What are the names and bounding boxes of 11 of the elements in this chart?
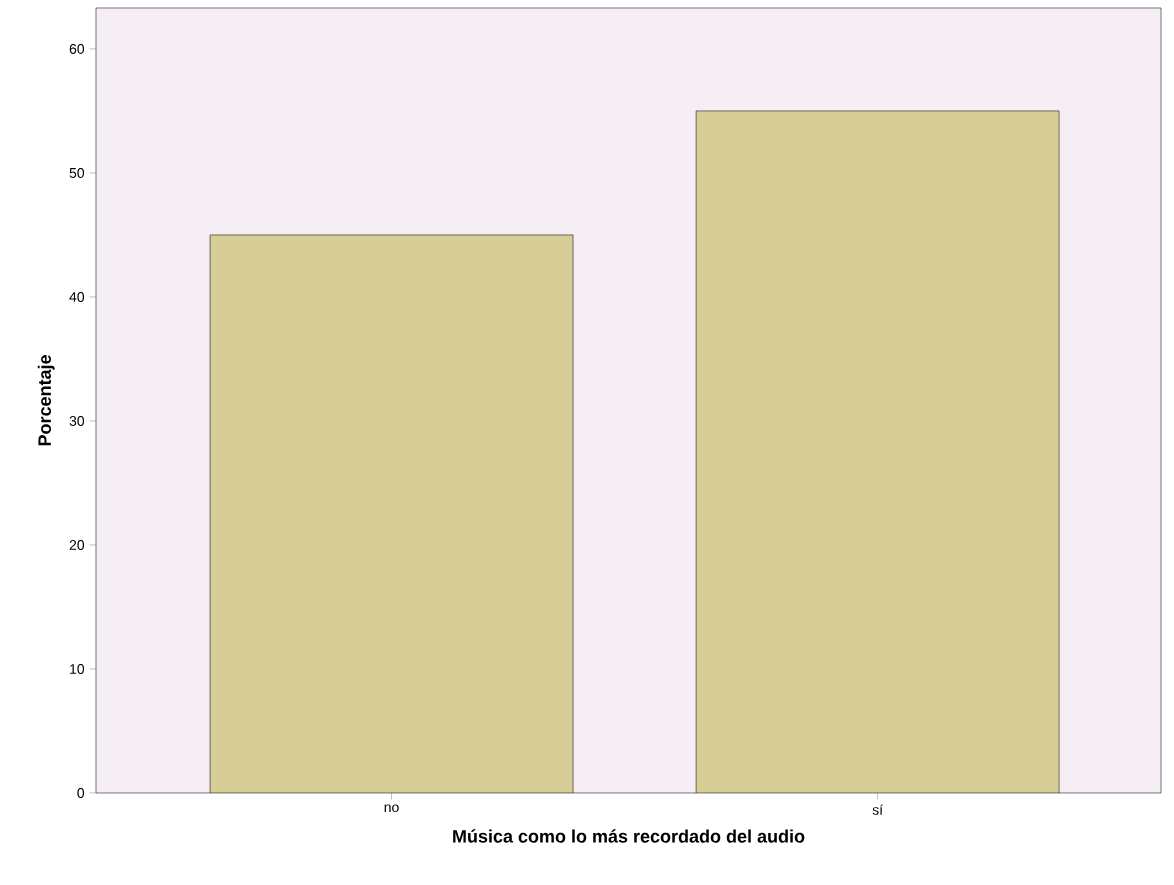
y-tick-label: 10 <box>70 664 85 674</box>
y-tick-label: 0 <box>77 788 85 798</box>
y-tick-label: 60 <box>69 43 85 54</box>
y-tick-label: 20 <box>69 540 85 550</box>
y-tick-label: 50 <box>69 167 85 178</box>
x-axis-title: Música como lo más recordado del audio <box>453 829 805 843</box>
y-axis-title: Porcentaje <box>37 355 55 446</box>
x-tick-label: no <box>384 804 399 813</box>
x-tick-label: sí <box>872 804 884 815</box>
y-tick-label: 30 <box>69 416 85 426</box>
y-tick-label: 40 <box>69 291 85 302</box>
